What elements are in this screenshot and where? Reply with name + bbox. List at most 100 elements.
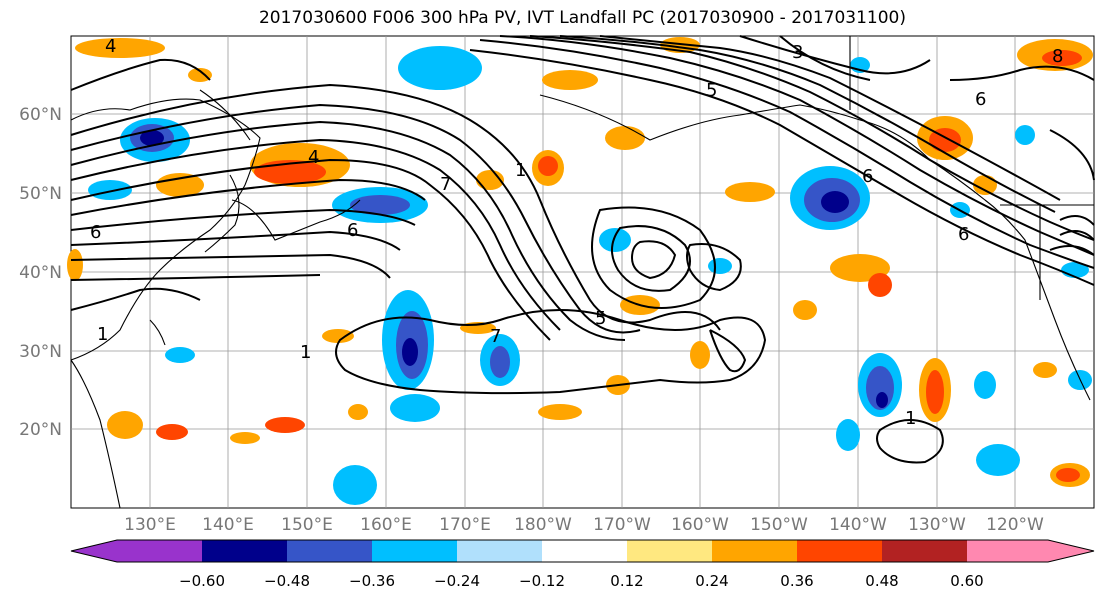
contour-label: 1 xyxy=(515,160,526,181)
contour-label: 5 xyxy=(706,80,717,101)
negative-pv-anomaly xyxy=(708,258,732,274)
colorbar-tick-label: 0.60 xyxy=(950,572,983,590)
colorbar-tick-label: 0.24 xyxy=(695,572,728,590)
colorbar-segment xyxy=(712,540,797,562)
colorbar-segment xyxy=(457,540,542,562)
colorbar: −0.60 −0.48 −0.36 −0.24 −0.12 0.12 0.24 … xyxy=(70,539,1095,590)
negative-pv-anomaly xyxy=(1015,125,1035,145)
negative-pv-anomaly xyxy=(490,346,510,378)
contour-label: 7 xyxy=(440,174,451,195)
colorbar-tick-label: −0.12 xyxy=(519,572,565,590)
lon-label: 160°W xyxy=(671,515,729,535)
colorbar-extend-max xyxy=(1048,540,1094,562)
colorbar-tick-label: −0.36 xyxy=(349,572,395,590)
positive-pv-anomaly xyxy=(107,411,143,439)
contour-label: 1 xyxy=(97,324,108,345)
coastlines xyxy=(70,36,1094,509)
colorbar-tick-label: −0.60 xyxy=(179,572,225,590)
colorbar-outline xyxy=(70,539,1095,563)
positive-pv-anomaly xyxy=(188,68,212,82)
colorbar-segment xyxy=(627,540,712,562)
positive-pv-anomaly xyxy=(265,417,305,433)
negative-pv-anomaly xyxy=(876,392,888,408)
positive-pv-anomaly xyxy=(926,370,944,414)
positive-pv-anomaly xyxy=(322,329,354,343)
colorbar-tick-label: 0.36 xyxy=(780,572,813,590)
lon-label: 130°W xyxy=(908,515,966,535)
negative-pv-anomaly xyxy=(402,338,418,366)
colorbar-tick-label: −0.24 xyxy=(434,572,480,590)
contour-label: 6 xyxy=(90,222,101,243)
contour-label: 3 xyxy=(792,42,803,63)
latitude-labels: 60°N 50°N 40°N 30°N 20°N xyxy=(19,105,62,440)
contour-label: 4 xyxy=(105,36,116,57)
positive-pv-anomaly xyxy=(793,300,817,320)
colorbar-tick-label: −0.48 xyxy=(264,572,310,590)
lon-label: 170°W xyxy=(593,515,651,535)
negative-pv-anomaly xyxy=(165,347,195,363)
positive-pv-anomaly xyxy=(973,175,997,195)
negative-pv-anomaly xyxy=(333,465,377,505)
contour-labels: 4 6 6 7 1 1 5 5 6 6 6 1 1 7 8 3 4 xyxy=(90,36,1063,429)
positive-pv-anomaly xyxy=(605,126,645,150)
negative-pv-anomaly xyxy=(390,394,440,422)
contour-label: 7 xyxy=(490,326,501,347)
lat-label-30n: 30°N xyxy=(19,342,62,362)
colorbar-segment xyxy=(882,540,967,562)
colorbar-segment xyxy=(542,540,627,562)
positive-pv-anomaly xyxy=(348,404,368,420)
colorbar-tick-label: 0.12 xyxy=(610,572,643,590)
positive-pv-anomaly xyxy=(156,173,204,197)
ivt-contours xyxy=(70,35,1095,464)
negative-pv-anomaly xyxy=(599,228,631,252)
contour-label: 1 xyxy=(905,408,916,429)
contour-label: 6 xyxy=(958,224,969,245)
contour-label: 6 xyxy=(347,220,358,241)
negative-pv-anomaly xyxy=(976,444,1020,476)
negative-pv-anomaly xyxy=(974,371,996,399)
lon-label: 150°W xyxy=(750,515,808,535)
positive-pv-anomaly xyxy=(538,156,558,176)
lat-label-60n: 60°N xyxy=(19,105,62,125)
negative-pv-anomaly xyxy=(836,419,860,451)
contour-label: 5 xyxy=(595,308,606,329)
colorbar-segment xyxy=(117,540,202,562)
colorbar-tick-label: 0.48 xyxy=(865,572,898,590)
colorbar-segment xyxy=(797,540,882,562)
lat-label-50n: 50°N xyxy=(19,184,62,204)
colorbar-extend-min xyxy=(71,540,117,562)
positive-pv-anomaly xyxy=(75,38,165,58)
contour-label: 6 xyxy=(862,166,873,187)
positive-pv-anomaly xyxy=(156,424,188,440)
colorbar-segment xyxy=(372,540,457,562)
positive-pv-anomaly xyxy=(868,273,892,297)
positive-pv-anomaly xyxy=(1056,468,1080,482)
negative-pv-anomaly xyxy=(350,195,410,215)
pv-shading xyxy=(67,37,1093,505)
positive-pv-anomaly xyxy=(542,70,598,90)
lat-label-20n: 20°N xyxy=(19,420,62,440)
lat-label-40n: 40°N xyxy=(19,263,62,283)
positive-pv-anomaly xyxy=(1033,362,1057,378)
negative-pv-anomaly xyxy=(821,191,849,213)
contour-label: 6 xyxy=(975,89,986,110)
negative-pv-anomaly xyxy=(398,46,482,90)
longitude-labels: 130°E 140°E 150°E 160°E 170°E 180°W 170°… xyxy=(124,515,1044,535)
colorbar-segment xyxy=(202,540,287,562)
lon-label: 140°E xyxy=(202,515,254,535)
lon-label: 120°W xyxy=(986,515,1044,535)
contour-label: 1 xyxy=(300,342,311,363)
negative-pv-anomaly xyxy=(140,130,164,146)
colorbar-segment xyxy=(287,540,372,562)
positive-pv-anomaly xyxy=(67,249,83,281)
positive-pv-anomaly xyxy=(690,341,710,369)
positive-pv-anomaly xyxy=(725,182,775,202)
contour-label: 8 xyxy=(1052,46,1063,67)
map-title: 2017030600 F006 300 hPa PV, IVT Landfall… xyxy=(258,8,906,28)
negative-pv-anomaly xyxy=(88,180,132,200)
lon-label: 150°E xyxy=(281,515,333,535)
colorbar-segment xyxy=(967,540,1048,562)
lon-label: 180°W xyxy=(514,515,572,535)
positive-pv-anomaly xyxy=(1042,50,1082,66)
